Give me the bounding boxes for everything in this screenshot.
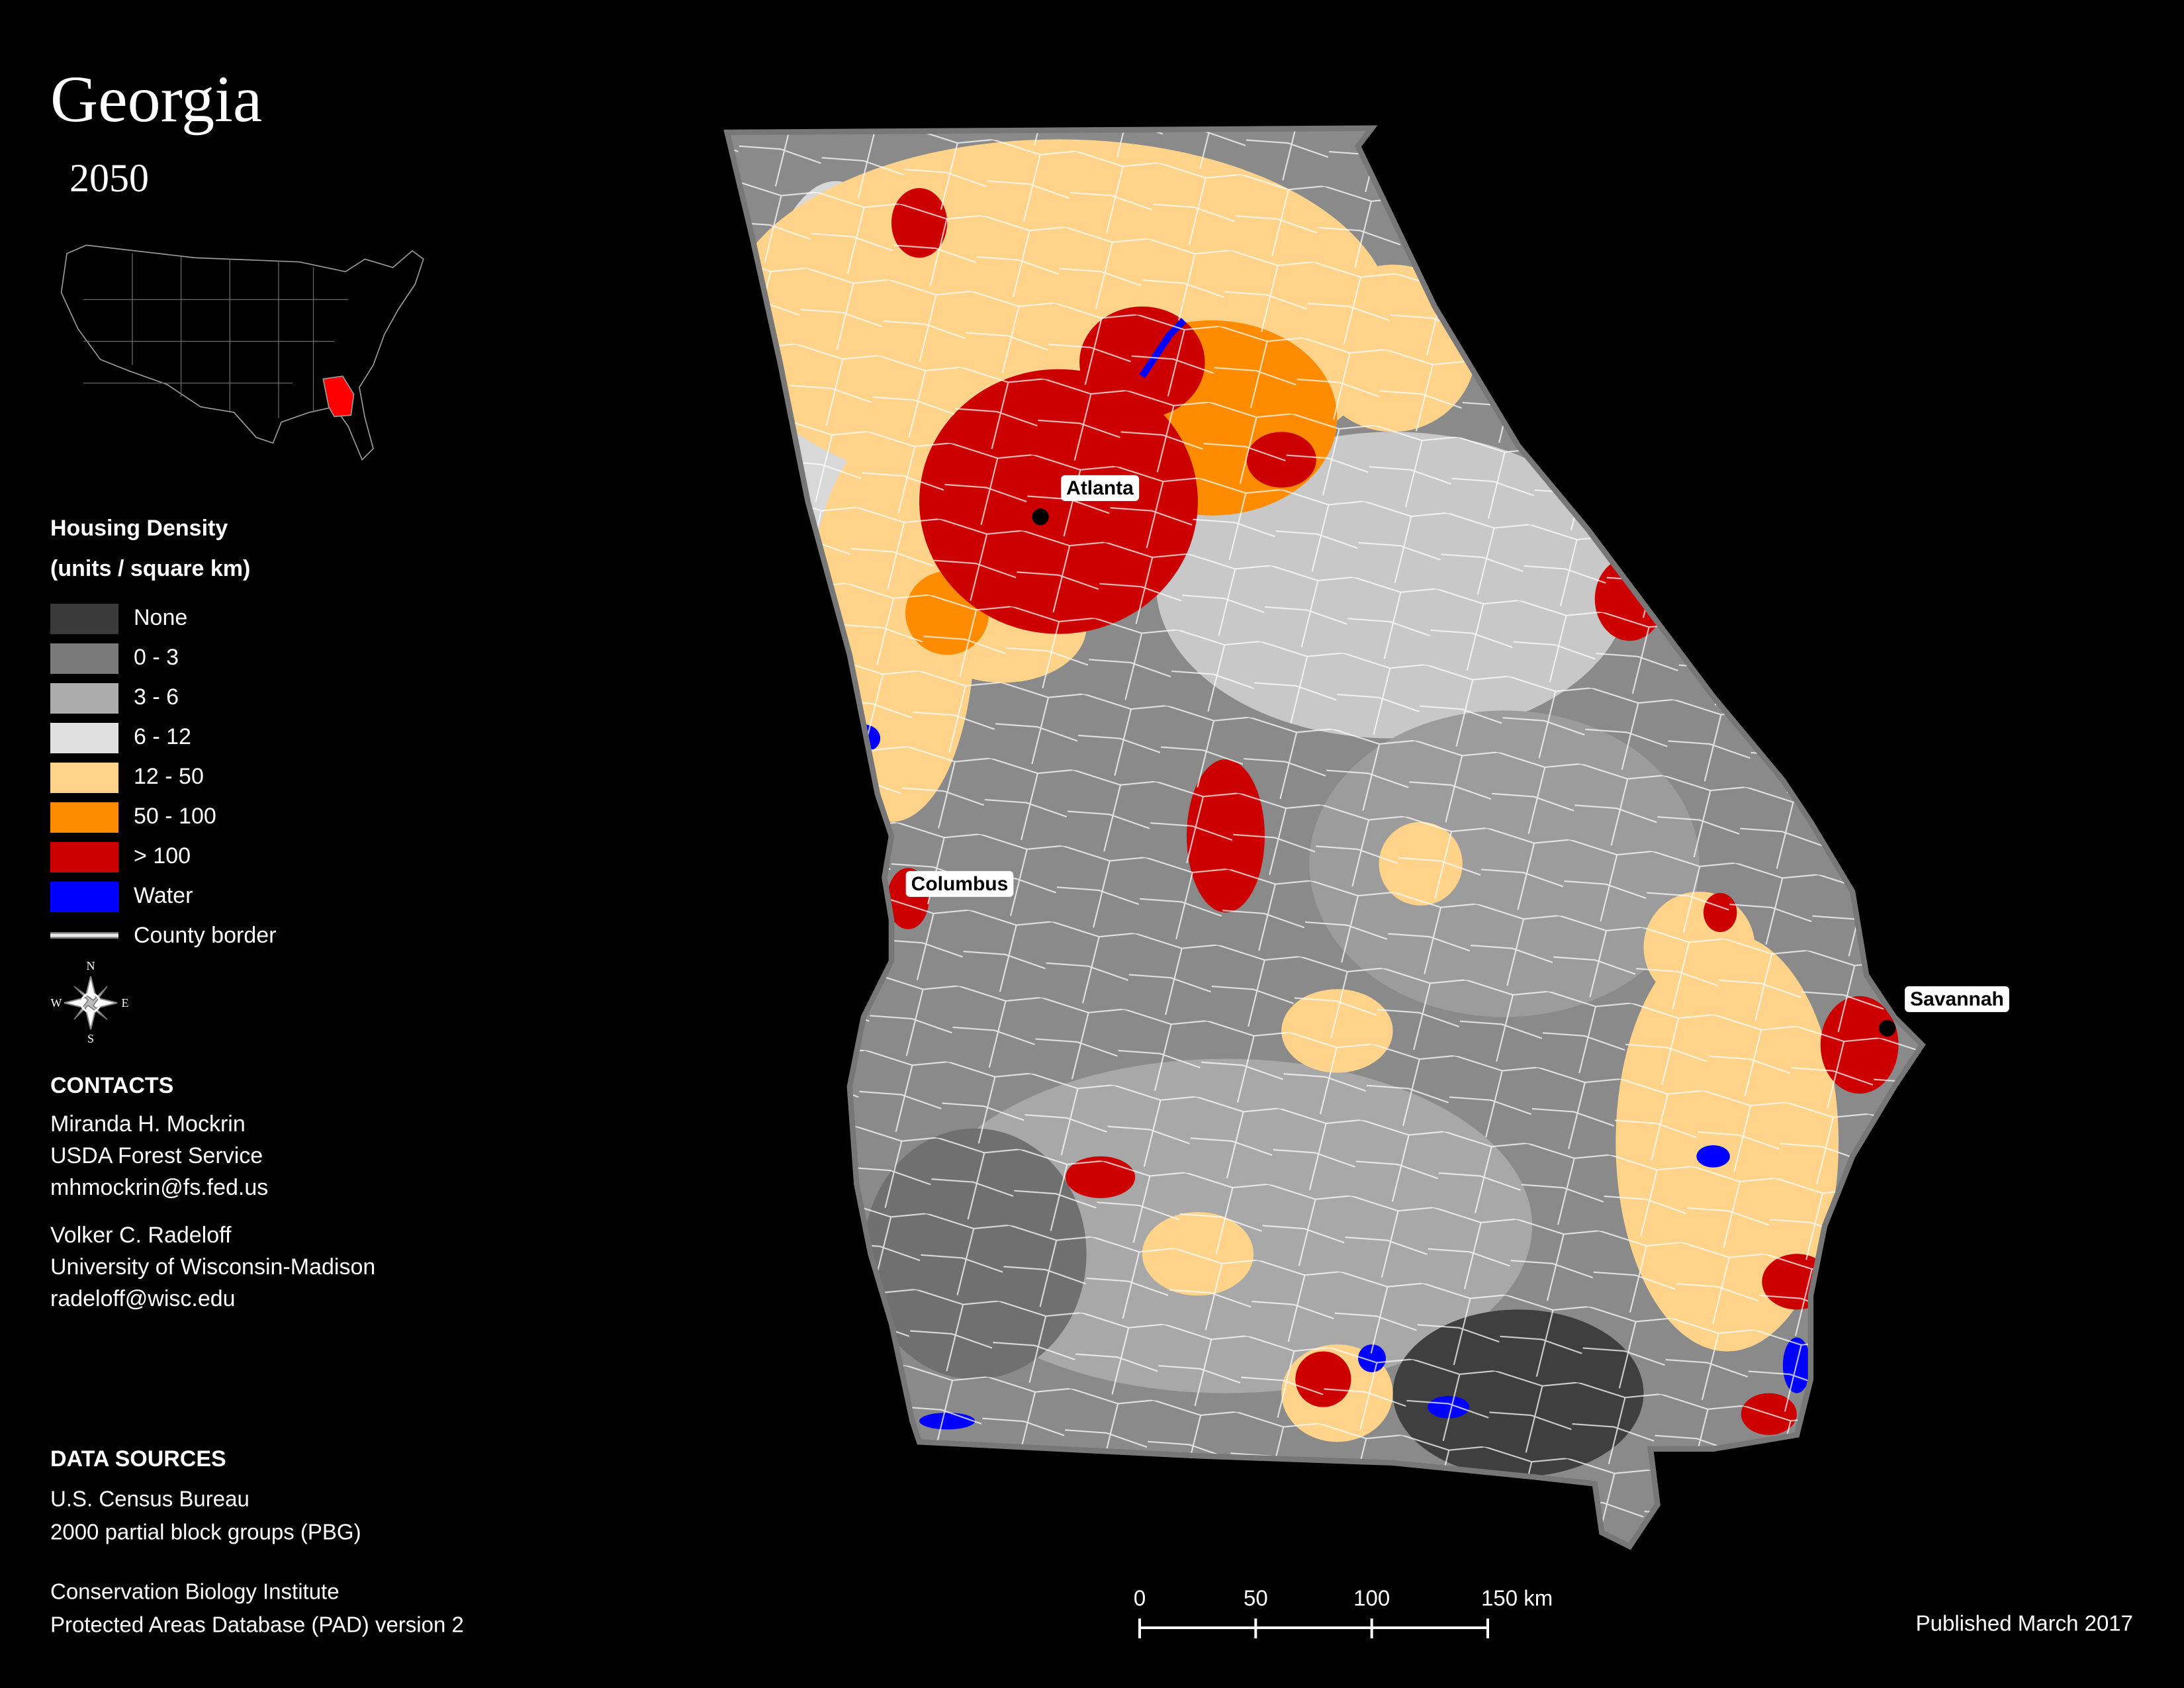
source-line: Conservation Biology Institute — [50, 1579, 340, 1604]
scale-label: 150 km — [1481, 1586, 1553, 1611]
scale-label: 50 — [1244, 1586, 1268, 1611]
city-label-bg — [1061, 475, 1140, 501]
compass-e: E — [122, 996, 129, 1009]
legend-label: 3 - 6 — [134, 684, 179, 710]
legend-swatch — [50, 842, 118, 872]
contact-line: Miranda H. Mockrin — [50, 1111, 246, 1137]
compass-s: S — [87, 1032, 94, 1045]
source-line: U.S. Census Bureau — [50, 1487, 250, 1511]
contacts: Miranda H. Mockrin USDA Forest Service mhm… — [50, 1111, 375, 1311]
georgia-map — [696, 111, 1950, 1574]
data-sources: U.S. Census Bureau 2000 partial block gro… — [50, 1487, 464, 1637]
compass-n: N — [87, 959, 95, 972]
map-subtitle: 2050 — [69, 156, 149, 200]
contact-line: USDA Forest Service — [50, 1143, 263, 1168]
published-note: Published March 2017 — [1916, 1611, 2133, 1636]
scale-label: 0 — [1134, 1586, 1146, 1611]
legend-label: > 100 — [134, 843, 191, 868]
source-line: 2000 partial block groups (PBG) — [50, 1520, 361, 1544]
legend-swatch — [50, 882, 118, 912]
legend-swatch — [50, 763, 118, 793]
scale-label: 100 — [1353, 1586, 1390, 1611]
city-label: Columbus — [911, 873, 1009, 895]
city-label-bg — [1905, 986, 2009, 1012]
city-label: Savannah — [1910, 988, 2004, 1010]
source-line: Protected Areas Database (PAD) version 2 — [50, 1613, 464, 1637]
scale-bar: 0 50 100 150 km — [1134, 1586, 1553, 1638]
contact-line: radeloff@wisc.edu — [50, 1286, 236, 1311]
map-title: Georgia — [50, 62, 262, 136]
compass: N S E W — [51, 959, 129, 1045]
legend-label: 0 - 3 — [134, 645, 179, 670]
sources-heading: DATA SOURCES — [50, 1446, 226, 1472]
city-labels: Atlanta Columbus Savannah — [905, 475, 2009, 1012]
legend-label: 6 - 12 — [134, 724, 191, 749]
city-label-bg — [905, 870, 1014, 897]
contact-line: Volker C. Radeloff — [50, 1223, 232, 1248]
city-label: Atlanta — [1066, 477, 1134, 499]
contact-line: University of Wisconsin-Madison — [50, 1254, 375, 1280]
contacts-heading: CONTACTS — [50, 1073, 173, 1098]
legend-swatch — [50, 643, 118, 674]
legend-subtitle: (units / square km) — [50, 556, 250, 581]
legend-label: 50 - 100 — [134, 804, 216, 829]
legend: Housing Density (units / square km) None 0 … — [50, 516, 276, 948]
compass-w: W — [51, 996, 62, 1009]
legend-title: Housing Density — [50, 516, 228, 541]
legend-swatch — [50, 723, 118, 753]
legend-label: 12 - 50 — [134, 764, 204, 789]
legend-swatch — [50, 683, 118, 714]
legend-label: None — [134, 605, 187, 630]
contact-line: mhmockrin@fs.fed.us — [50, 1175, 268, 1200]
us-inset — [60, 244, 424, 461]
legend-label: Water — [134, 883, 193, 908]
legend-label: County border — [134, 923, 276, 948]
legend-swatch — [50, 604, 118, 634]
legend-swatch — [50, 802, 118, 833]
